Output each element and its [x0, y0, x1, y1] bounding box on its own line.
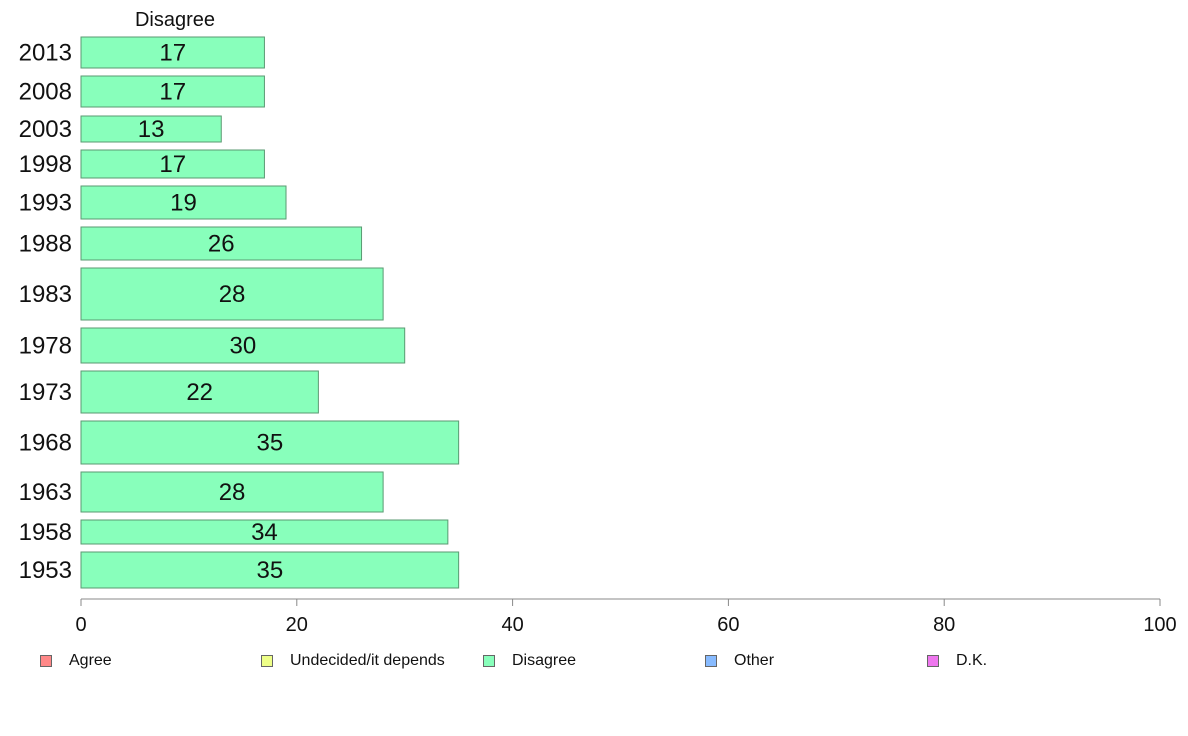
legend-swatch	[483, 655, 495, 667]
y-tick-label-1968: 1968	[19, 430, 72, 457]
legend-item: Undecided/it depends	[261, 652, 445, 670]
bar-1953	[80, 551, 460, 589]
legend-label: D.K.	[956, 652, 988, 669]
bar-1963	[80, 471, 384, 513]
bar-1978	[80, 327, 406, 364]
y-tick-label-1983: 1983	[19, 281, 72, 308]
bar-1968	[80, 420, 460, 465]
data-label-1973: 22	[186, 379, 213, 406]
bar-1993	[80, 185, 287, 220]
legend: Agree Undecided/it depends Disagree Other D.…	[0, 652, 1188, 676]
bar-1973	[80, 370, 319, 414]
legend-label: Agree	[69, 652, 112, 669]
y-tick-label-2003: 2003	[19, 116, 72, 143]
x-tick-label-0: 0	[75, 614, 86, 636]
data-label-1993: 19	[170, 190, 197, 217]
data-label-1968: 35	[256, 430, 283, 457]
legend-label: Undecided/it depends	[290, 652, 445, 669]
bar-1983	[80, 267, 384, 321]
y-tick-label-1973: 1973	[19, 379, 72, 406]
legend-item: D.K.	[927, 652, 987, 670]
data-label-2013: 17	[159, 40, 186, 67]
legend-item: Agree	[40, 652, 112, 670]
y-tick-label-1953: 1953	[19, 557, 72, 584]
bar-2003	[80, 115, 222, 143]
y-tick-label-1998: 1998	[19, 151, 72, 178]
bar-1958	[80, 519, 449, 545]
legend-swatch	[705, 655, 717, 667]
data-label-1988: 26	[208, 231, 235, 258]
data-label-1998: 17	[159, 151, 186, 178]
y-tick-label-2008: 2008	[19, 79, 72, 106]
data-label-1963: 28	[219, 479, 246, 506]
data-label-1978: 30	[229, 333, 256, 360]
bar-1988	[80, 226, 363, 261]
legend-swatch	[261, 655, 273, 667]
data-label-2008: 17	[159, 79, 186, 106]
legend-swatch	[40, 655, 52, 667]
data-label-2003: 13	[138, 116, 165, 143]
data-label-1958: 34	[251, 519, 278, 546]
x-tick-label-20: 20	[286, 614, 308, 636]
x-tick-label-40: 40	[501, 614, 523, 636]
x-tick-label-100: 100	[1143, 614, 1176, 636]
y-tick-label-2013: 2013	[19, 40, 72, 67]
bar-1998	[80, 149, 265, 179]
y-tick-label-1958: 1958	[19, 519, 72, 546]
y-tick-label-1988: 1988	[19, 231, 72, 258]
y-tick-label-1993: 1993	[19, 190, 72, 217]
series-label: Disagree	[135, 9, 215, 31]
legend-swatch	[927, 655, 939, 667]
data-label-1983: 28	[219, 281, 246, 308]
bar-2008	[80, 75, 265, 108]
data-label-1953: 35	[256, 557, 283, 584]
bar-chart: Disagree 17 2013 17 2008 13 2003 17 1998 19 1993 2…	[19, 9, 1177, 636]
y-tick-label-1978: 1978	[19, 333, 72, 360]
x-tick-label-80: 80	[933, 614, 955, 636]
legend-label: Other	[734, 652, 775, 669]
y-tick-label-1963: 1963	[19, 479, 72, 506]
legend-item: Disagree	[483, 652, 576, 670]
x-tick-label-60: 60	[717, 614, 739, 636]
legend-item: Other	[705, 652, 774, 670]
bar-2013	[80, 36, 265, 69]
legend-label: Disagree	[512, 652, 577, 669]
